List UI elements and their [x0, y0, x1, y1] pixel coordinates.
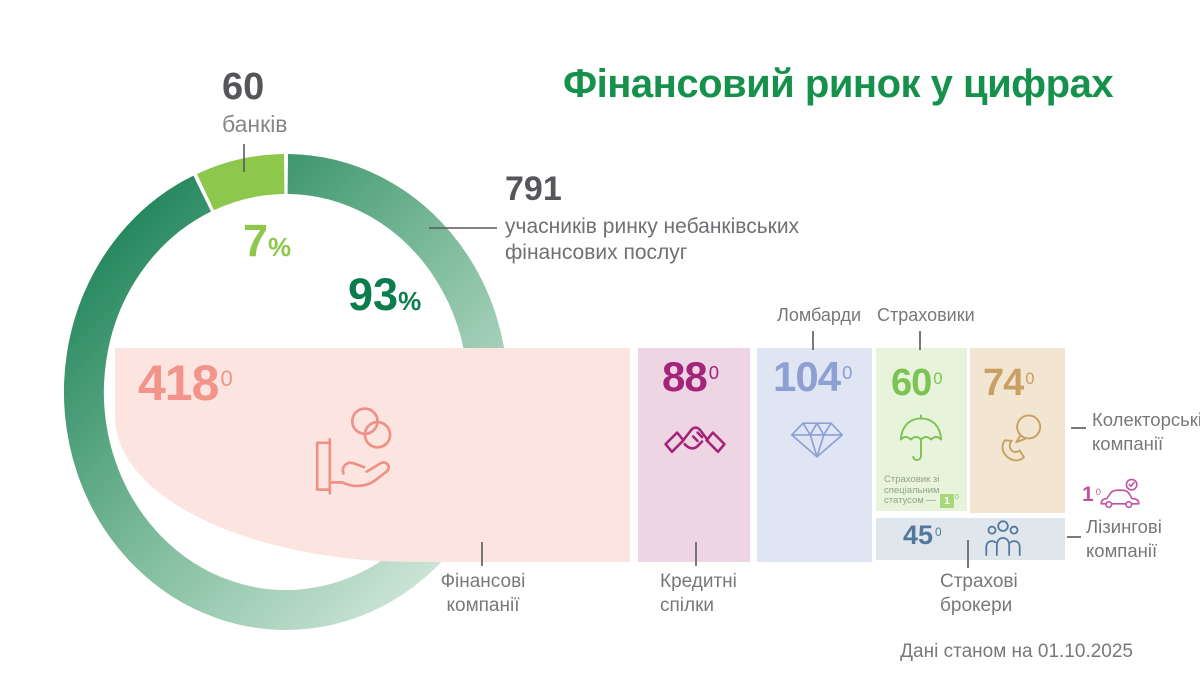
- special-insurer-label: Страховик зі спеціальним статусом: [884, 474, 940, 506]
- banks-count: 60: [222, 66, 265, 108]
- credit-unions-block: [638, 348, 750, 562]
- special-insurer-value: — 1 0: [926, 494, 959, 508]
- banks-count-label: банків: [222, 111, 288, 137]
- diamond-icon: [790, 422, 844, 458]
- fin-companies-count: 4180: [138, 355, 233, 411]
- people-group-icon: [985, 520, 1021, 557]
- insurance-brokers-label: Страхові брокери: [940, 571, 1018, 616]
- insurers-label: Страховики: [877, 305, 975, 325]
- nonbank-count-label: учасників ринку небанківських фінансових…: [505, 215, 800, 264]
- handshake-icon: [664, 426, 726, 454]
- insurers-count: 60 0: [891, 362, 943, 404]
- fin-companies-label: Фінансові компанії: [440, 571, 526, 616]
- nonbank-count: 791: [505, 170, 562, 208]
- donut-segment-nonbank: [63, 154, 508, 630]
- credit-unions-label: Кредитні спілки: [660, 571, 737, 616]
- collectors-label: Колекторські компанії: [1092, 409, 1200, 454]
- page-title: Фінансовий ринок у цифрах: [563, 62, 1114, 106]
- pawnshops-count: 104 0: [773, 353, 853, 400]
- insurance-brokers-count: 45 0: [903, 520, 942, 550]
- special-insurer-dash: —: [926, 495, 936, 506]
- donut-segment-banks: [197, 154, 285, 211]
- pawnshops-label: Ломбарди: [777, 305, 862, 325]
- data-as-of-note: Дані станом на 01.10.2025: [900, 641, 1133, 662]
- car-icon: [1100, 478, 1140, 509]
- hand-coins-icon: [315, 407, 392, 495]
- credit-unions-count: 88 0: [662, 353, 719, 400]
- insurance-brokers-block: [876, 518, 1065, 560]
- umbrella-icon: [899, 414, 943, 461]
- leasing-label: Лізингові компанії: [1086, 516, 1162, 561]
- banks-percentage: 7%: [243, 215, 292, 266]
- phone-chat-icon: [1001, 414, 1042, 462]
- insurers-block: [876, 348, 967, 511]
- collectors-count: 74 0: [983, 362, 1035, 404]
- nonbank-percentage: 93%: [348, 269, 422, 320]
- special-insurer-badge: 1: [940, 494, 954, 508]
